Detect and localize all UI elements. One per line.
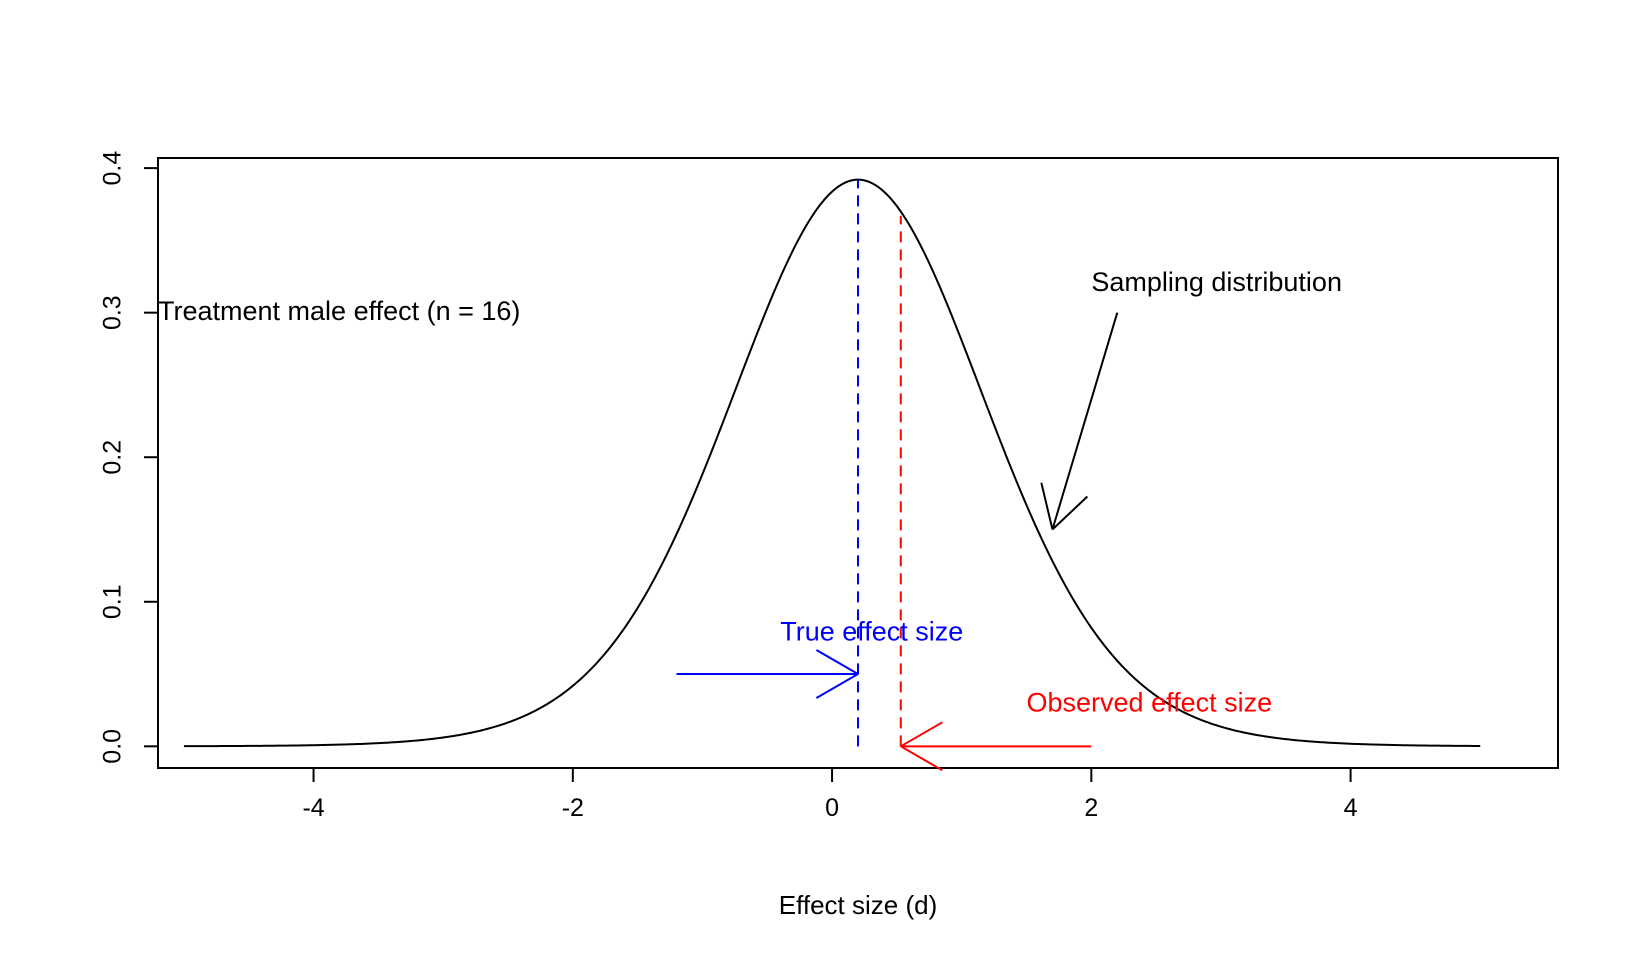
y-tick-label: 0.1 xyxy=(99,584,127,619)
y-tick-label: 0.4 xyxy=(99,151,127,186)
y-tick-label: 0.3 xyxy=(99,295,127,330)
arrow-head xyxy=(1040,482,1054,530)
arrow-head xyxy=(900,721,943,748)
x-tick-label: 0 xyxy=(825,794,839,822)
curves xyxy=(183,178,1481,748)
axes: -4 -2 0 2 4 0.0 0.1 0.2 0.3 0.4 xyxy=(99,151,1358,822)
y-tick-label: 0.0 xyxy=(99,729,127,764)
arrow-head xyxy=(815,673,859,699)
arrow-head xyxy=(900,745,943,772)
arrow-shaft xyxy=(1051,312,1119,530)
arrow-head xyxy=(1051,495,1089,531)
density-curve xyxy=(183,178,1481,748)
arrow-head xyxy=(815,649,859,675)
x-axis-label: Effect size (d) xyxy=(779,890,937,920)
annotation-label: Treatment male effect (n = 16) xyxy=(158,296,520,326)
x-tick-label: -4 xyxy=(302,794,324,822)
annotation-label: True effect size xyxy=(780,617,963,647)
x-tick-label: -2 xyxy=(562,794,584,822)
reference-lines xyxy=(857,179,902,747)
x-tick-label: 4 xyxy=(1344,794,1358,822)
annotation-label: Sampling distribution xyxy=(1091,267,1342,297)
annotation-label: Observed effect size xyxy=(1027,688,1273,718)
annotations: Treatment male effect (n = 16) Sampling d… xyxy=(158,267,1342,772)
x-tick-label: 2 xyxy=(1084,794,1098,822)
y-tick-label: 0.2 xyxy=(99,440,127,475)
